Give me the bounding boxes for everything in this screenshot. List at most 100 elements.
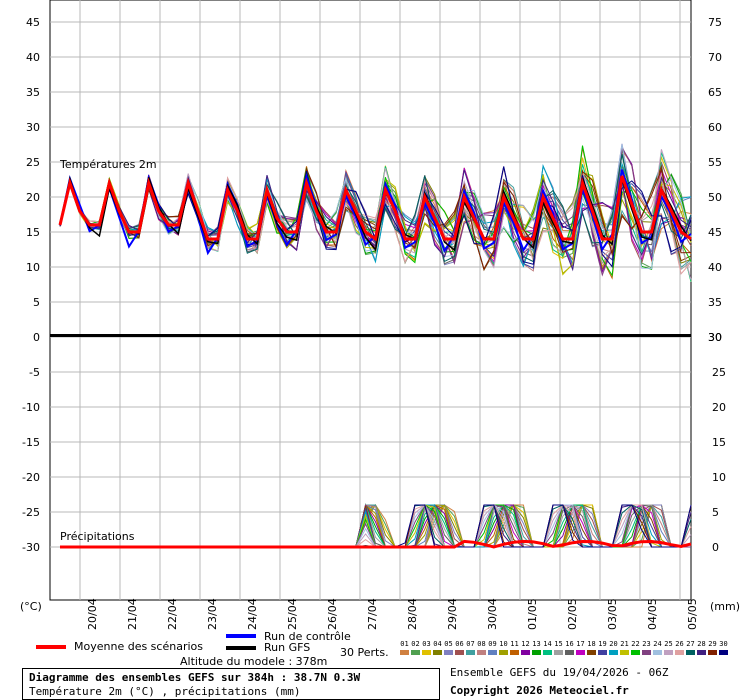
pert-number: 08	[477, 640, 486, 648]
y-tick-label: -30	[22, 541, 40, 554]
pert-legend-item: 10	[498, 640, 509, 658]
pert-number: 03	[422, 640, 431, 648]
pert-number: 25	[664, 640, 673, 648]
pert-legend-item: 04	[432, 640, 443, 658]
legend-control: Run de contrôle	[226, 630, 396, 644]
precip-panel-title: Précipitations	[60, 530, 135, 543]
pert-legend-item: 13	[531, 640, 542, 658]
pert-number: 19	[598, 640, 607, 648]
pert-legend-item: 28	[696, 640, 707, 658]
pert-swatch	[554, 650, 563, 655]
pert-swatch	[686, 650, 695, 655]
y2-tick-label: 25	[712, 366, 726, 379]
pert-swatch	[521, 650, 530, 655]
pert-number: 26	[675, 640, 684, 648]
pert-legend-item: 30	[718, 640, 729, 658]
pert-number: 04	[433, 640, 442, 648]
mean-precip-line	[60, 539, 692, 549]
y2-tick-label: 60	[708, 121, 722, 134]
pert-legend-item: 19	[597, 640, 608, 658]
pert-number: 18	[587, 640, 596, 648]
pert-legend-item: 21	[619, 640, 630, 658]
pert-legend-item: 02	[410, 640, 421, 658]
pert-number: 24	[653, 640, 662, 648]
pert-swatch	[455, 650, 464, 655]
legend-gfs-swatch	[226, 646, 256, 650]
x-tick-label: 03/05	[606, 598, 619, 630]
pert-swatch	[477, 650, 486, 655]
pert-swatch	[510, 650, 519, 655]
pert-legend-item: 26	[674, 640, 685, 658]
y2-tick-label: 70	[708, 51, 722, 64]
pert-swatch	[543, 650, 552, 655]
pert-swatch	[422, 650, 431, 655]
pert-swatch	[653, 650, 662, 655]
x-tick-label: 04/05	[646, 598, 659, 630]
x-tick-label: 02/05	[566, 598, 579, 630]
pert-legend-item: 11	[509, 640, 520, 658]
y-tick-label: -25	[22, 506, 40, 519]
pert-number: 09	[488, 640, 497, 648]
y-unit-left: (°C)	[20, 600, 42, 613]
temp-panel-title: Températures 2m	[59, 158, 157, 171]
pert-number: 13	[532, 640, 541, 648]
pert-number: 17	[576, 640, 585, 648]
pert-swatch	[664, 650, 673, 655]
y-tick-label: 40	[26, 51, 40, 64]
pert-legend-item: 20	[608, 640, 619, 658]
pert-swatch	[587, 650, 596, 655]
y-tick-label: 45	[26, 16, 40, 29]
pert-number: 29	[708, 640, 717, 648]
y2-tick-label: 10	[712, 471, 726, 484]
pert-legend-item: 27	[685, 640, 696, 658]
pert-number: 05	[444, 640, 453, 648]
y2-tick-label: 55	[708, 156, 722, 169]
pert-swatch	[642, 650, 651, 655]
pert-swatch	[444, 650, 453, 655]
pert-legend-item: 23	[641, 640, 652, 658]
info-box: Diagramme des ensembles GEFS sur 384h : …	[22, 668, 440, 700]
x-tick-label: 05/05	[686, 598, 699, 630]
y2-tick-label: 30	[708, 331, 722, 344]
y2-tick-label: 0	[712, 541, 719, 554]
pert-legend-item: 08	[476, 640, 487, 658]
pert-number: 30	[719, 640, 728, 648]
pert-swatch	[400, 650, 409, 655]
pert-legend-item: 05	[443, 640, 454, 658]
legend-mean-label: Moyenne des scénarios	[74, 640, 203, 653]
pert-number: 01	[400, 640, 409, 648]
pert-swatch	[565, 650, 574, 655]
pert-number: 28	[697, 640, 706, 648]
pert-number: 07	[466, 640, 475, 648]
pert-number: 14	[543, 640, 552, 648]
pert-legend-item: 15	[553, 640, 564, 658]
y2-tick-label: 50	[708, 191, 722, 204]
info-title: Diagramme des ensembles GEFS sur 384h : …	[29, 671, 361, 684]
y-tick-label: -15	[22, 436, 40, 449]
x-tick-label: 30/04	[486, 598, 499, 630]
y-unit-right: (mm)	[710, 600, 740, 613]
pert-legend-item: 29	[707, 640, 718, 658]
x-tick-label: 21/04	[126, 598, 139, 630]
pert-legend-item: 07	[465, 640, 476, 658]
y2-tick-label: 45	[708, 226, 722, 239]
y-tick-label: 20	[26, 191, 40, 204]
y2-tick-label: 20	[712, 401, 726, 414]
legend-control-label: Run de contrôle	[264, 630, 351, 643]
x-tick-label: 24/04	[246, 598, 259, 630]
pert-swatch	[433, 650, 442, 655]
legend-control-swatch	[226, 634, 256, 638]
y2-tick-label: 35	[708, 296, 722, 309]
x-tick-label: 20/04	[86, 598, 99, 630]
pert-number: 12	[521, 640, 530, 648]
run-info: Ensemble GEFS du 19/04/2026 - 06Z	[450, 666, 669, 679]
copyright: Copyright 2026 Meteociel.fr	[450, 684, 629, 697]
grid	[50, 0, 691, 600]
pert-legend-item: 03	[421, 640, 432, 658]
pert-swatch	[697, 650, 706, 655]
pert-legend-item: 22	[630, 640, 641, 658]
pert-swatch	[708, 650, 717, 655]
pert-swatch	[499, 650, 508, 655]
y-tick-label: 0	[33, 331, 40, 344]
